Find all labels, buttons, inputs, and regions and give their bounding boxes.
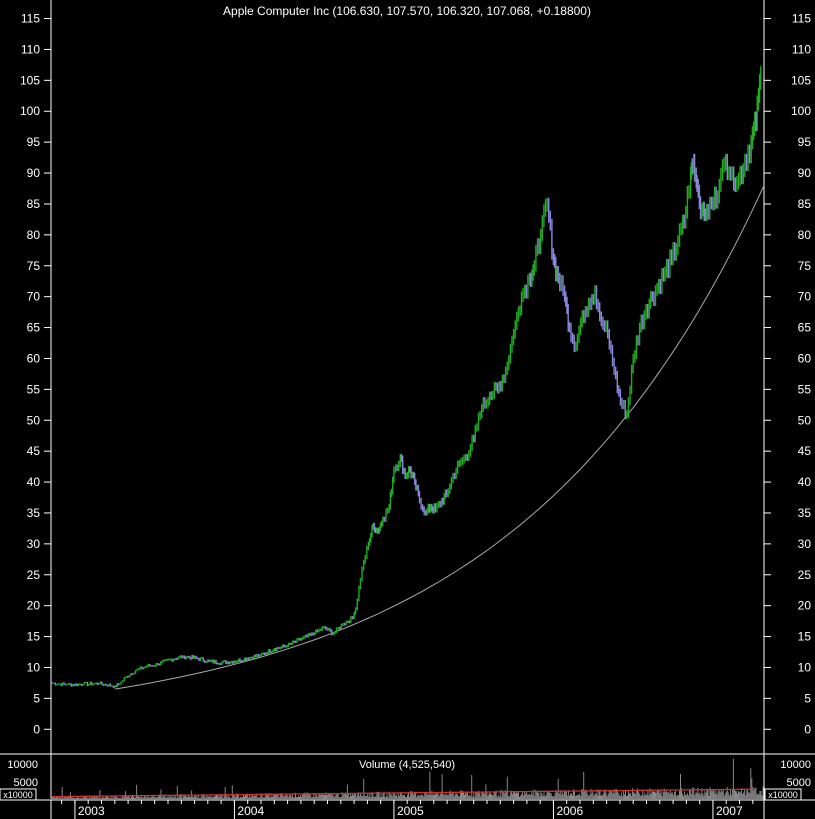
volume-scale-label-right: x10000 [768, 790, 798, 800]
y-tick-label-left: 65 [27, 321, 41, 335]
y-tick-label-right: 25 [798, 568, 812, 582]
y-tick-label-left: 15 [27, 630, 41, 644]
y-tick-label-right: 65 [798, 321, 812, 335]
y-tick-label-left: 45 [27, 444, 41, 458]
volume-scale-left: x10000 [0, 788, 37, 801]
y-tick-label-left: 5 [33, 691, 40, 705]
y-tick-label-left: 90 [27, 166, 41, 180]
y-tick-label-right: 50 [798, 413, 812, 427]
y-tick-label-left: 55 [27, 382, 41, 396]
y-tick-label-right: 35 [798, 506, 812, 520]
y-tick-label-left: 30 [27, 537, 41, 551]
volume-average-line [50, 788, 754, 798]
trendline [114, 185, 765, 690]
volume-label: Volume (4,525,540) [359, 759, 455, 771]
volume-scale-right: x10000 [764, 788, 802, 801]
y-tick-label-left: 100 [20, 104, 40, 118]
y-tick-label-left: 95 [27, 135, 41, 149]
y-tick-label-right: 10 [798, 660, 812, 674]
y-tick-label-left: 35 [27, 506, 41, 520]
y-tick-label-right: 40 [798, 475, 812, 489]
volume-tick-label-left: 5000 [14, 777, 38, 789]
y-tick-label-right: 90 [798, 166, 812, 180]
y-tick-label-left: 50 [27, 413, 41, 427]
y-tick-label-right: 30 [798, 537, 812, 551]
x-year-label: 2005 [397, 804, 424, 818]
x-year-label: 2004 [237, 804, 264, 818]
y-tick-label-right: 75 [798, 259, 812, 273]
y-tick-label-left: 110 [21, 42, 40, 56]
y-tick-label-right: 110 [792, 42, 811, 56]
volume-axis: 5000 5000 10000 10000 [7, 759, 811, 789]
y-tick-label-left: 25 [27, 568, 41, 582]
y-tick-label-right: 60 [798, 351, 812, 365]
y-axis-right: 0 5 10 15 20 25 30 35 40 45 50 55 60 65 70 75 80 85 90 95 10… [764, 12, 812, 736]
y-tick-label-right: 0 [804, 722, 811, 736]
x-year-label: 2007 [716, 804, 743, 818]
x-year-label: 2006 [556, 804, 583, 818]
y-tick-label-right: 45 [798, 444, 812, 458]
y-tick-label-left: 0 [33, 722, 40, 736]
y-tick-label-left: 105 [20, 73, 40, 87]
y-tick-label-right: 115 [792, 12, 811, 26]
volume-tick-label-right: 5000 [787, 777, 811, 789]
y-tick-label-right: 105 [791, 73, 811, 87]
y-tick-label-left: 60 [27, 351, 41, 365]
y-tick-label-right: 95 [798, 135, 812, 149]
y-tick-label-right: 70 [798, 290, 812, 304]
y-tick-label-left: 70 [27, 290, 41, 304]
y-tick-label-right: 5 [804, 691, 811, 705]
chart-title: Apple Computer Inc (106.630, 107.570, 10… [223, 4, 591, 18]
y-tick-label-right: 85 [798, 197, 812, 211]
volume-scale-label-left: x10000 [3, 790, 33, 800]
volume-tick-label-right: 10000 [780, 759, 811, 771]
trendline-group [114, 185, 765, 690]
volume-bars-group [50, 758, 764, 800]
y-tick-label-right: 20 [798, 599, 812, 613]
y-tick-label-left: 80 [27, 228, 41, 242]
y-tick-label-right: 55 [798, 382, 812, 396]
y-tick-label-right: 15 [798, 630, 812, 644]
x-axis: 2003 2004 2005 2006 2007 [61, 800, 754, 819]
y-tick-label-left: 115 [21, 12, 40, 26]
y-tick-label-left: 10 [27, 660, 41, 674]
y-tick-label-left: 20 [27, 599, 41, 613]
y-tick-label-right: 100 [791, 104, 811, 118]
y-tick-label-left: 40 [27, 475, 41, 489]
y-axis-left: 0 5 10 15 20 25 30 35 40 45 50 55 60 65 70 75 80 85 90 95 10… [20, 12, 51, 736]
price-series-group [51, 66, 762, 688]
y-tick-label-right: 80 [798, 228, 812, 242]
x-year-label: 2003 [78, 804, 105, 818]
volume-tick-label-left: 10000 [7, 759, 38, 771]
y-tick-label-left: 75 [27, 259, 41, 273]
y-tick-label-left: 85 [27, 197, 41, 211]
